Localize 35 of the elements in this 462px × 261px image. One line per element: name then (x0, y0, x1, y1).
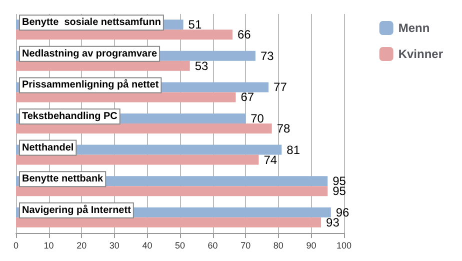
data-label: 66 (237, 28, 252, 42)
bar (16, 186, 328, 196)
legend-label: Menn (398, 21, 430, 35)
data-label: 73 (260, 48, 274, 63)
x-tick-label: 30 (109, 240, 120, 250)
data-label: 81 (286, 142, 300, 157)
data-label: 51 (188, 18, 202, 32)
x-tick-label: 80 (273, 240, 284, 250)
x-tick-label: 0 (13, 240, 19, 250)
y-tick-label: Prissammenligning på nettet (22, 78, 160, 91)
data-label: 78 (276, 122, 291, 136)
x-tick-label: 100 (336, 240, 352, 250)
x-tick-label: 90 (306, 240, 316, 250)
y-tick-label: Navigering på Internett (22, 204, 132, 216)
y-tick-label: Tekstbehandling PC (22, 111, 118, 122)
bar (16, 217, 322, 228)
data-label: 70 (250, 112, 264, 126)
data-label: 95 (332, 184, 346, 198)
y-tick-label: Nedlastning av programvare (22, 48, 158, 60)
x-tick-label: 60 (208, 240, 218, 250)
bar (16, 154, 259, 165)
data-label: 67 (240, 90, 254, 104)
x-tick-label: 50 (174, 240, 186, 250)
x-tick-label: 10 (44, 240, 54, 250)
x-tick-label: 70 (240, 240, 251, 250)
data-label: 74 (264, 152, 278, 167)
y-tick-label: Benytte nettbank (22, 174, 104, 185)
bar (16, 124, 272, 134)
x-tick-label: 40 (142, 240, 152, 250)
data-label: 53 (194, 58, 209, 73)
legend-label: Kvinner (398, 47, 444, 61)
data-label: 77 (274, 80, 288, 94)
x-tick-label: 20 (76, 240, 87, 250)
y-tick-label: Benytte sosiale nettsamfunn (22, 17, 161, 28)
y-tick-label: Netthandel (22, 142, 74, 154)
